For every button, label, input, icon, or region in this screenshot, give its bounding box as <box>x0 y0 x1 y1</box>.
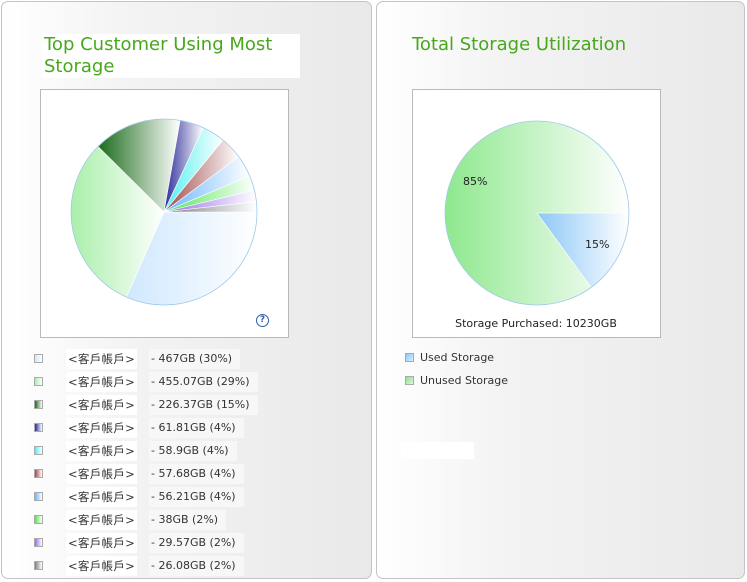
legend-item: <客戶帳戶> - 38GB (2%) <box>32 510 262 530</box>
top-customer-chart-box: ? <box>40 89 289 338</box>
legend-swatch <box>34 377 43 386</box>
pie-outline <box>70 118 258 306</box>
unused-slice-label: 85% <box>463 175 487 188</box>
legend-label: <客戶帳戶> <box>66 349 138 369</box>
legend-swatch <box>34 354 43 363</box>
legend-swatch <box>34 400 43 409</box>
legend-label: <客戶帳戶> <box>66 441 138 461</box>
storage-utilization-chart-box: 85% 15% Storage Purchased: 10230GB <box>412 89 661 338</box>
legend-label: Used Storage <box>420 351 495 364</box>
legend-item: <客戶帳戶> - 455.07GB (29%) <box>32 372 262 392</box>
left-panel: Top Customer Using Most Storage ? <客戶帳戶>… <box>1 1 372 579</box>
legend-label: <客戶帳戶> <box>66 556 138 576</box>
legend-value: - 29.57GB (2%) <box>149 533 244 553</box>
legend-value: - 226.37GB (15%) <box>149 395 258 415</box>
legend-label: Unused Storage <box>420 374 509 387</box>
legend-value: - 58.9GB (4%) <box>149 441 237 461</box>
legend-item: <客戶帳戶> - 56.21GB (4%) <box>32 487 262 507</box>
top-customer-pie-chart <box>70 118 258 306</box>
legend-swatch <box>34 423 43 432</box>
legend-value: - 38GB (2%) <box>149 510 227 530</box>
legend-label: <客戶帳戶> <box>66 510 138 530</box>
legend-swatch <box>34 492 43 501</box>
panel-title-storage-utilization: Total Storage Utilization <box>412 34 627 55</box>
pie-outline <box>444 120 630 306</box>
legend-value: - 467GB (30%) <box>149 349 241 369</box>
legend-label: <客戶帳戶> <box>66 464 138 484</box>
legend-item: <客戶帳戶> - 61.81GB (4%) <box>32 418 262 438</box>
legend-label: <客戶帳戶> <box>66 487 138 507</box>
legend-item: <客戶帳戶> - 26.08GB (2%) <box>32 556 262 576</box>
blank-strip <box>401 442 474 459</box>
panel-title-top-customer: Top Customer Using Most Storage <box>42 34 300 78</box>
legend-item: <客戶帳戶> - 58.9GB (4%) <box>32 441 262 461</box>
legend-label: <客戶帳戶> <box>66 372 138 392</box>
legend-value: - 56.21GB (4%) <box>149 487 244 507</box>
help-icon[interactable]: ? <box>256 314 269 327</box>
used-slice-label: 15% <box>585 238 609 251</box>
legend-swatch <box>34 469 43 478</box>
storage-utilization-pie-chart: 85% 15% Storage Purchased: 10230GB <box>444 120 630 330</box>
legend-swatch <box>34 561 43 570</box>
legend-value: - 61.81GB (4%) <box>149 418 244 438</box>
legend-item: <客戶帳戶> - 29.57GB (2%) <box>32 533 262 553</box>
legend-label: <客戶帳戶> <box>66 418 138 438</box>
legend-swatch <box>34 515 43 524</box>
legend-swatch <box>34 538 43 547</box>
legend-swatch <box>405 376 414 385</box>
legend-value: - 455.07GB (29%) <box>149 372 258 392</box>
legend-label: <客戶帳戶> <box>66 395 138 415</box>
legend-item: <客戶帳戶> - 226.37GB (15%) <box>32 395 262 415</box>
legend-swatch <box>405 353 414 362</box>
legend-item: <客戶帳戶> - 467GB (30%) <box>32 349 262 369</box>
right-panel: Total Storage Utilization 85% 15% Storage … <box>376 1 745 579</box>
legend-label: <客戶帳戶> <box>66 533 138 553</box>
legend-item: <客戶帳戶> - 57.68GB (4%) <box>32 464 262 484</box>
legend-value: - 26.08GB (2%) <box>149 556 244 576</box>
legend-value: - 57.68GB (4%) <box>149 464 244 484</box>
storage-purchased-text: Storage Purchased: 10230GB <box>455 317 617 330</box>
legend-swatch <box>34 446 43 455</box>
